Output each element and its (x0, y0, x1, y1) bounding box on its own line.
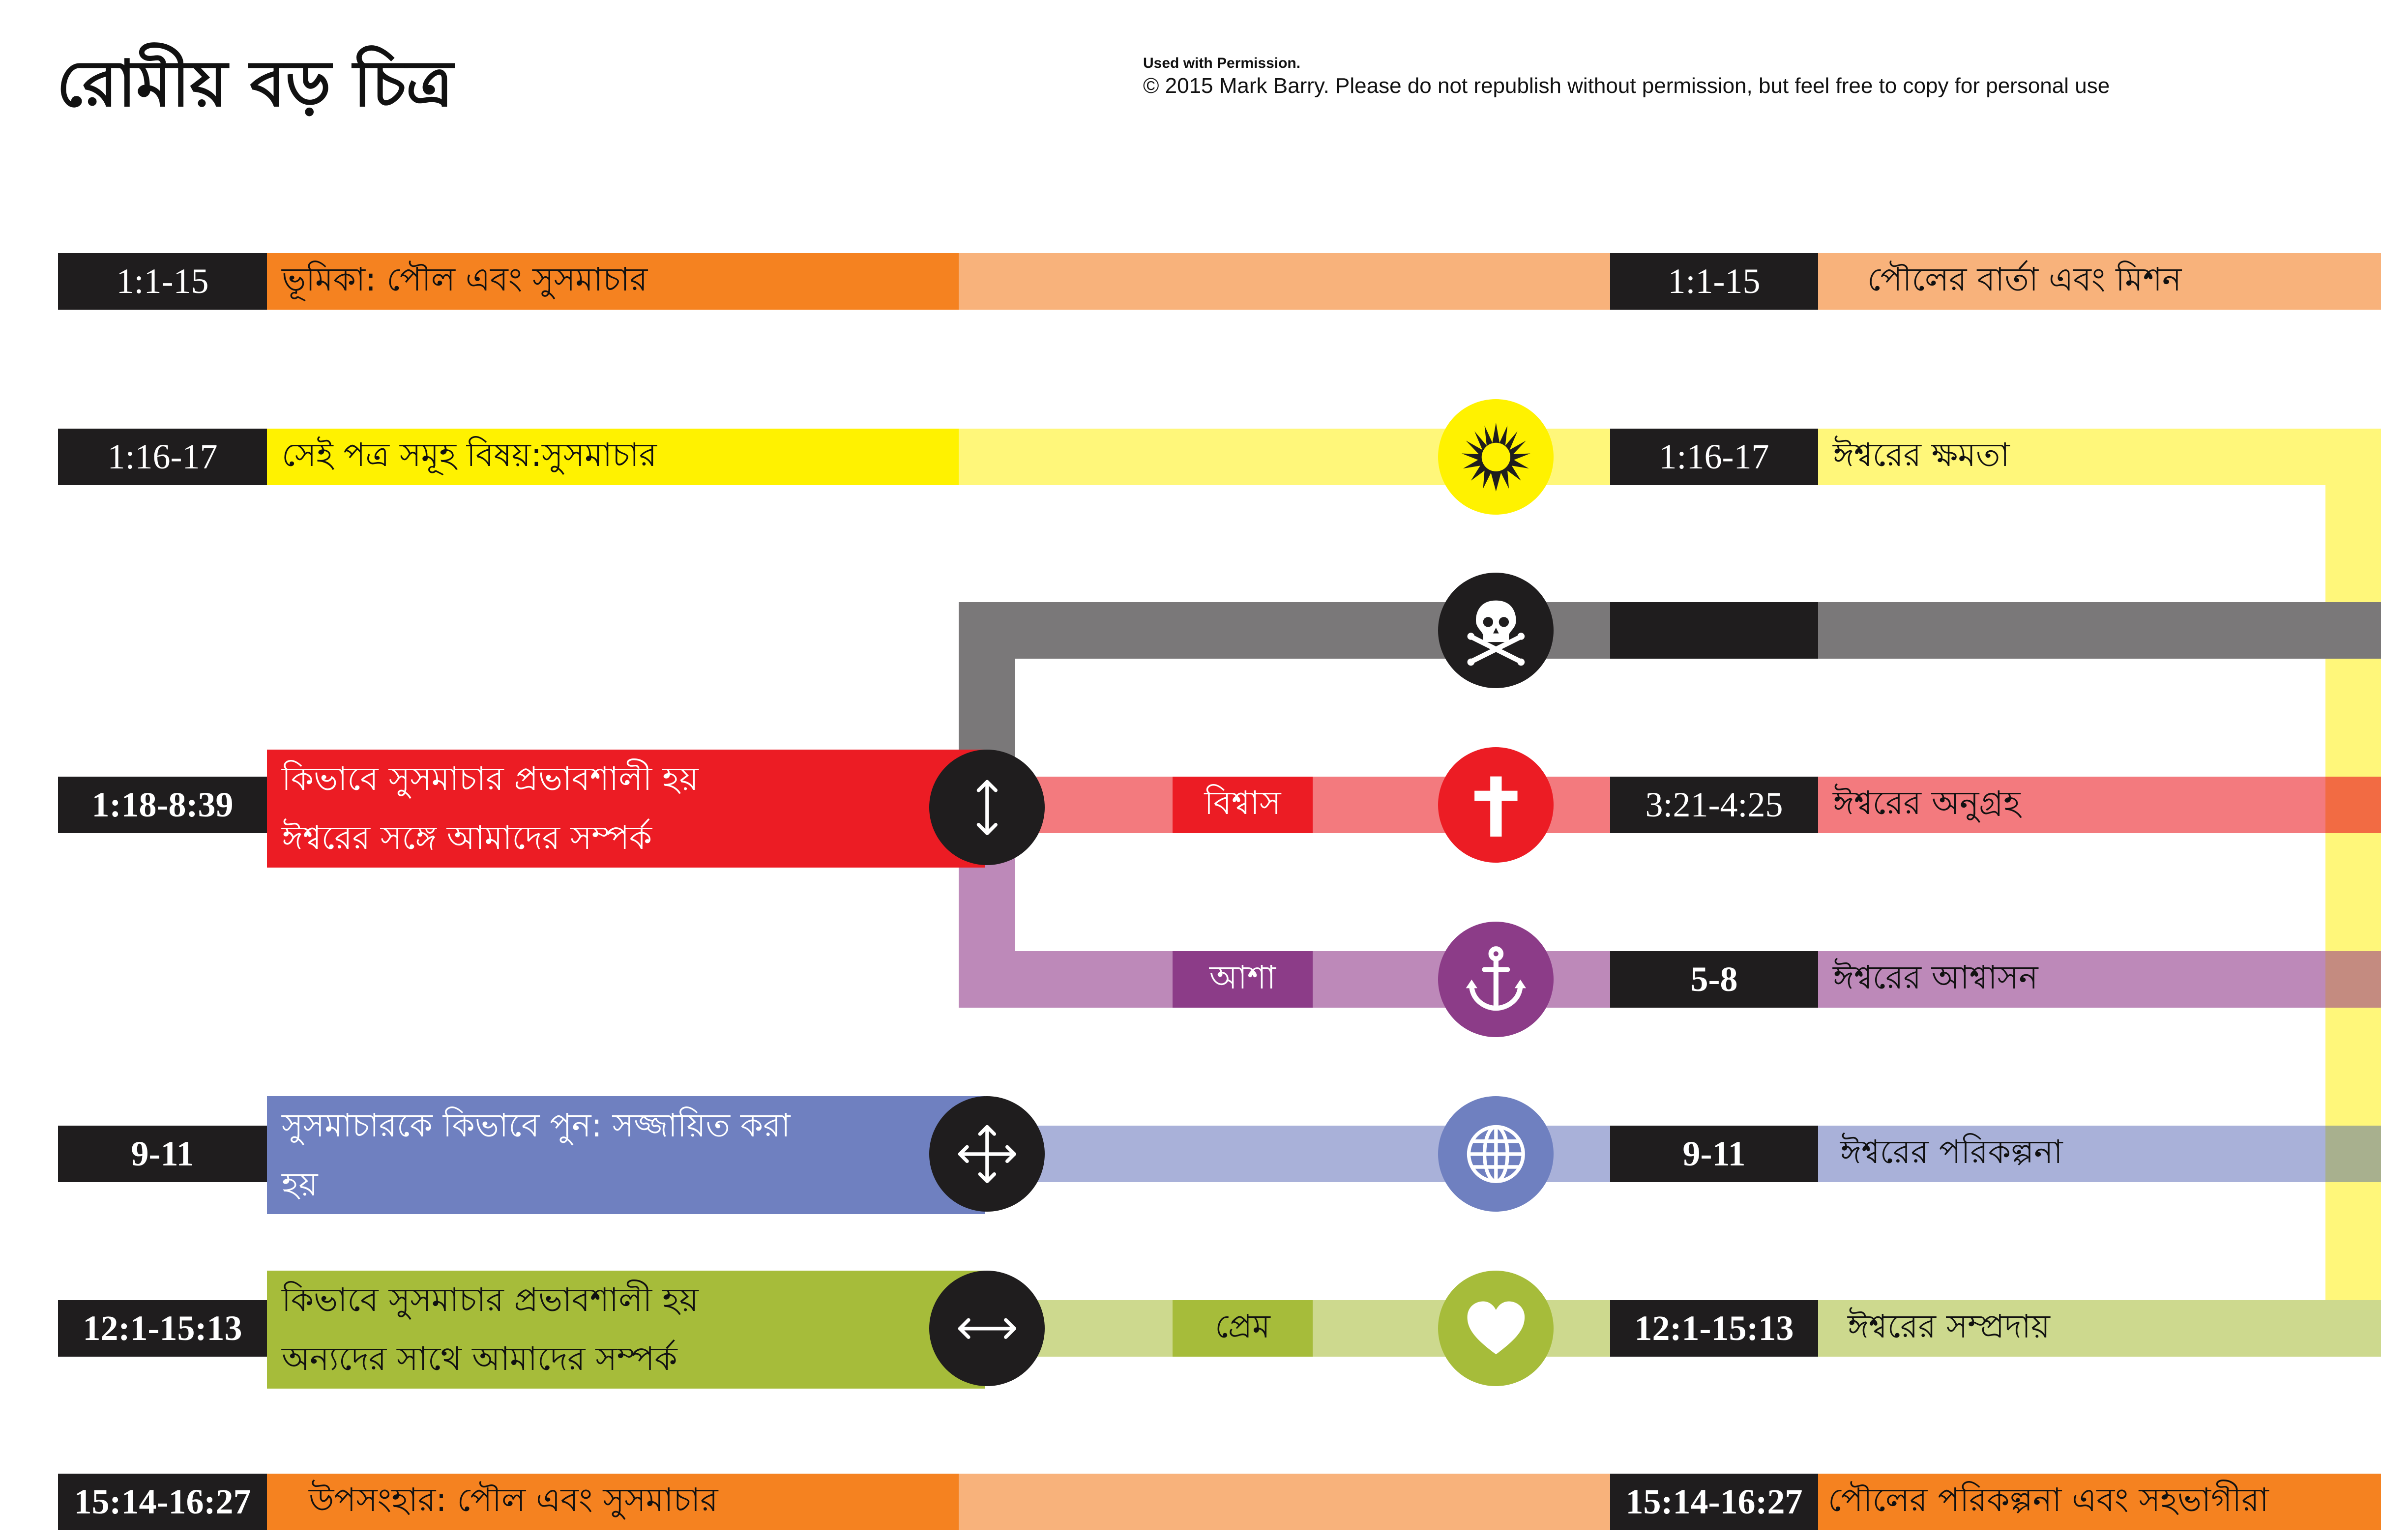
faith-label-line-1: কিভাবে সুসমাচার প্রভাবশালী হয় (282, 760, 699, 798)
conclusion-label-left: উপসংহার: পৌল এবং সুসমাচার (267, 1474, 959, 1530)
theme-label-left: সেই পত্র সমূহ বিষয়:সুসমাচার (267, 429, 959, 485)
faith-tag: বিশ্বাস (1173, 777, 1313, 833)
hope-tag: আশা (1173, 951, 1313, 1008)
intro-connector (959, 253, 1610, 310)
love-ref-right: 12:1-15:13 (1610, 1300, 1818, 1357)
intro-label-right: পৌলের বার্তা এবং মিশন (1818, 253, 2381, 310)
page-title: রোমীয় বড় চিত্র (57, 46, 453, 121)
hope-ref-right: 5-8 (1610, 951, 1818, 1008)
plan-label-left: সুসমাচারকে কিভাবে পুন: সজ্জায়িত করা হয় (267, 1096, 985, 1214)
hope-vertical-overlap (2325, 951, 2381, 1008)
love-label-right: ঈশ্বরের সম্প্রদায় (1818, 1300, 2325, 1357)
horizontal-arrows-icon (929, 1271, 1045, 1386)
love-vertical-overlap (2325, 1300, 2381, 1357)
faith-ref-left: 1:18-8:39 (58, 777, 267, 833)
death-band-black (1610, 602, 1818, 659)
love-ref-left: 12:1-15:13 (58, 1300, 267, 1357)
copyright-notice: © 2015 Mark Barry. Please do not republi… (1143, 74, 2110, 98)
permission-notice: Used with Permission. (1143, 55, 1301, 71)
intro-ref-left: 1:1-15 (58, 253, 267, 310)
intro-ref-right: 1:1-15 (1610, 253, 1818, 310)
plan-ref-right: 9-11 (1610, 1126, 1818, 1182)
cross-icon (1438, 747, 1554, 863)
vertical-arrows-icon (929, 750, 1045, 865)
faith-label-right: ঈশ্বরের অনুগ্রহ (1818, 777, 2381, 833)
conclusion-ref-right: 15:14-16:27 (1610, 1474, 1818, 1530)
conclusion-label-right: পৌলের পরিকল্পনা এবং সহভাগীরা (1818, 1474, 2381, 1530)
conclusion-connector (959, 1474, 1610, 1530)
globe-icon (1438, 1096, 1554, 1212)
sun-burst-icon (1438, 399, 1554, 515)
love-label-line-1: কিভাবে সুসমাচার প্রভাবশালী হয় (282, 1281, 699, 1319)
heart-icon (1438, 1271, 1554, 1386)
intro-label-left: ভূমিকা: পৌল এবং সুসমাচার (267, 253, 959, 310)
four-way-arrows-icon (929, 1096, 1045, 1212)
love-tag: প্রেম (1173, 1300, 1313, 1357)
plan-ref-left: 9-11 (58, 1126, 267, 1182)
love-label-line-2: অন্যদের সাথে আমাদের সম্পর্ক (282, 1340, 677, 1378)
faith-label-left: কিভাবে সুসমাচার প্রভাবশালী হয় ঈশ্বরের স… (267, 750, 985, 868)
faith-ref-right: 3:21-4:25 (1610, 777, 1818, 833)
plan-label-line-1: সুসমাচারকে কিভাবে পুন: সজ্জায়িত করা (282, 1106, 791, 1144)
theme-vertical-line (2325, 429, 2381, 1357)
faith-vertical-overlap (2325, 777, 2381, 833)
hope-label-right: ঈশ্বরের আশ্বাসন (1818, 951, 2325, 1008)
plan-label-right: ঈশ্বরের পরিকল্পনা (1818, 1126, 2325, 1182)
anchor-icon (1438, 922, 1554, 1037)
death-band-right (1818, 602, 2381, 659)
skull-crossbones-icon (1438, 573, 1554, 688)
conclusion-ref-left: 15:14-16:27 (58, 1474, 267, 1530)
love-label-left: কিভাবে সুসমাচার প্রভাবশালী হয় অন্যদের স… (267, 1271, 985, 1389)
theme-label-right: ঈশ্বরের ক্ষমতা (1818, 429, 2325, 485)
plan-label-line-2: হয় (282, 1165, 318, 1203)
faith-label-line-2: ঈশ্বরের সঙ্গে আমাদের সম্পর্ক (282, 819, 652, 857)
theme-ref-left: 1:16-17 (58, 429, 267, 485)
plan-vertical-overlap (2325, 1126, 2381, 1182)
theme-ref-right: 1:16-17 (1610, 429, 1818, 485)
